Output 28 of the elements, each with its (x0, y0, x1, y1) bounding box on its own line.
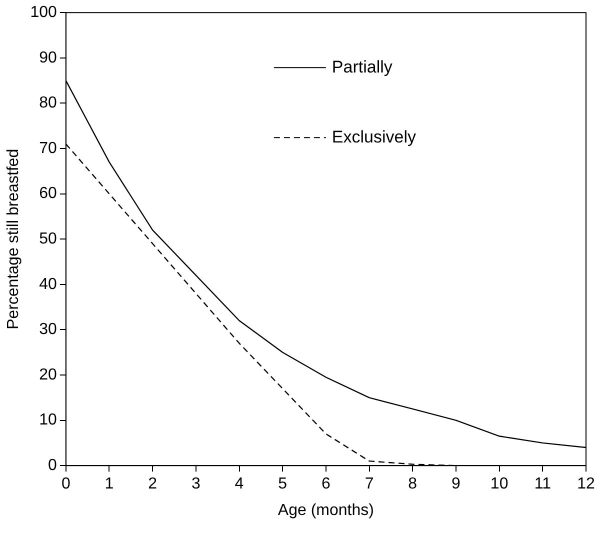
y-tick-label: 40 (39, 276, 57, 293)
y-tick-label: 20 (39, 366, 57, 384)
x-tick-label: 6 (321, 476, 330, 493)
y-tick-label: 60 (39, 185, 57, 202)
y-tick-label: 100 (30, 4, 57, 22)
x-tick-label: 11 (534, 476, 552, 493)
x-tick-label: 5 (278, 476, 288, 493)
y-axis-title: Percentage still breastfed (5, 148, 22, 330)
x-tick-label: 8 (408, 476, 418, 493)
x-tick-label: 10 (490, 476, 508, 493)
x-tick-label: 2 (148, 476, 158, 493)
y-tick-label: 80 (39, 94, 57, 112)
x-tick-label: 4 (234, 476, 244, 493)
y-tick-label: 10 (39, 412, 57, 429)
y-tick-label: 50 (39, 230, 57, 248)
y-tick-label: 70 (39, 140, 57, 157)
x-tick-label: 3 (191, 476, 200, 493)
legend-label: Partially (332, 57, 393, 76)
y-tick-label: 30 (39, 321, 57, 338)
legend-label: Exclusively (332, 127, 417, 146)
x-axis-title: Age (months) (278, 502, 374, 519)
x-tick-label: 0 (61, 476, 70, 493)
y-tick-label: 0 (48, 457, 57, 474)
y-tick-label: 90 (39, 49, 57, 66)
x-tick-label: 9 (452, 476, 461, 493)
x-tick-label: 1 (104, 476, 114, 493)
x-tick-label: 7 (364, 476, 374, 493)
x-tick-label: 12 (577, 476, 595, 493)
